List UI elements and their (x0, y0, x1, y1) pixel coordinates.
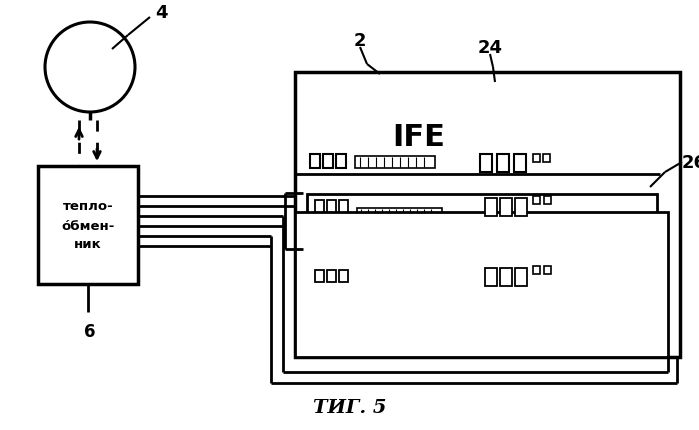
Bar (515, 199, 527, 216)
Bar (307, 194, 657, 252)
Bar (544, 266, 551, 274)
Bar (339, 270, 348, 283)
Bar (323, 155, 333, 169)
Bar (307, 264, 657, 321)
Bar (315, 270, 324, 283)
Text: 2: 2 (354, 32, 366, 50)
Bar (339, 200, 348, 212)
Bar (310, 155, 320, 169)
Bar (500, 268, 512, 286)
Text: IFE: IFE (391, 123, 445, 152)
Text: 4: 4 (155, 4, 168, 22)
Text: ΤИГ. 5: ΤИГ. 5 (313, 398, 387, 416)
Bar (543, 155, 550, 163)
Bar (336, 155, 346, 169)
Bar (327, 270, 336, 283)
Bar (485, 199, 497, 216)
Bar (497, 155, 509, 172)
Bar (327, 200, 336, 212)
Text: тепло-
óбмен-
ник: тепло- óбмен- ник (62, 200, 115, 251)
Bar (515, 268, 527, 286)
Bar (315, 200, 324, 212)
Bar (533, 197, 540, 205)
Text: 24: 24 (477, 39, 503, 57)
Bar (544, 197, 551, 205)
Bar (357, 209, 442, 218)
Bar (38, 166, 138, 284)
Bar (500, 199, 512, 216)
Bar (485, 268, 497, 286)
Bar (295, 212, 668, 357)
Bar (533, 155, 540, 163)
Bar (295, 73, 680, 357)
Text: 26: 26 (682, 154, 699, 172)
Text: 6: 6 (85, 322, 96, 340)
Bar (355, 157, 435, 169)
Bar (480, 155, 492, 172)
Bar (357, 278, 442, 289)
Bar (533, 266, 540, 274)
Bar (514, 155, 526, 172)
